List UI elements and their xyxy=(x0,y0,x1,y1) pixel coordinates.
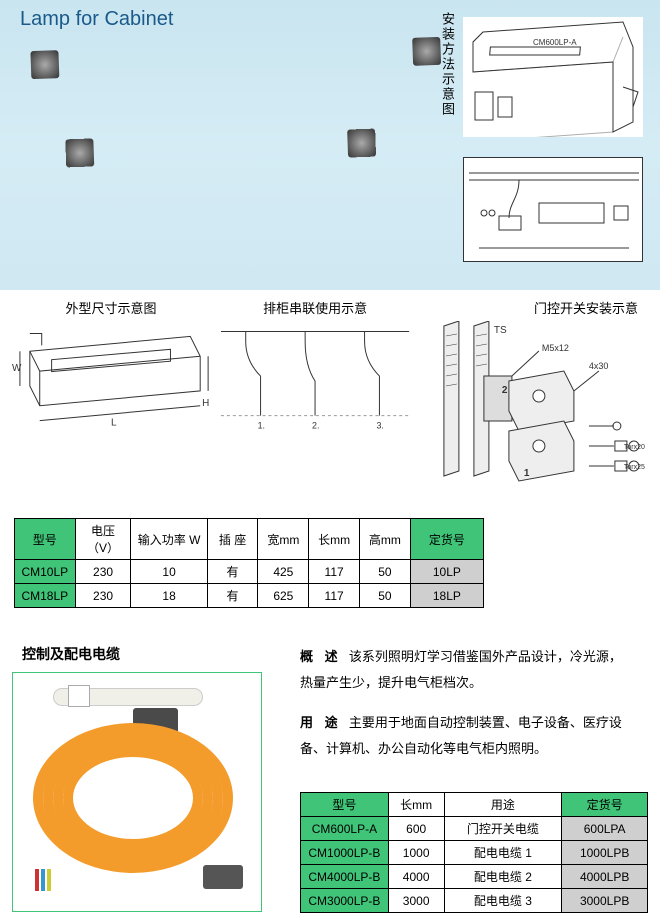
svg-text:2.: 2. xyxy=(312,421,319,431)
cable-section-label: 控制及配电电缆 xyxy=(12,644,282,664)
hero-section: Lamp for Cabinet 安装方法示意图 xyxy=(0,0,660,290)
svg-text:2: 2 xyxy=(502,385,508,396)
chain-diagram-label: 排柜串联使用示意 xyxy=(216,298,414,317)
table-row: CM18LP23018有6251175018LP xyxy=(15,584,484,608)
svg-text:TS: TS xyxy=(494,325,507,336)
table-row: CM1000LP-B1000配电电缆 11000LPB xyxy=(301,841,648,865)
svg-text:CM600LP-A: CM600LP-A xyxy=(533,38,577,47)
install-diagram: 安装方法示意图 CM600LP-A xyxy=(438,12,648,272)
install-iso-svg: CM600LP-A xyxy=(463,17,643,137)
table-row: CM600LP-A600门控开关电缆600LPA xyxy=(301,817,648,841)
page-title: Lamp for Cabinet xyxy=(20,8,173,31)
t1-header: 型号 xyxy=(15,519,76,560)
dim-diagram-label: 外型尺寸示意图 xyxy=(12,298,210,317)
lamp-photo-long xyxy=(35,38,435,118)
mid-diagrams: 外型尺寸示意图 L W H 排柜串联使用示意 xyxy=(0,290,660,512)
svg-text:Torx20: Torx20 xyxy=(624,444,645,451)
svg-text:W: W xyxy=(12,363,22,374)
svg-text:4x30: 4x30 xyxy=(589,361,609,371)
usage-text: 用 途 主要用于地面自动控制装置、电子设备、医疗设 备、计算机、办公自动化等电气… xyxy=(300,710,648,762)
t1-header: 宽mm xyxy=(258,519,309,560)
t1-header: 插 座 xyxy=(207,519,258,560)
svg-text:1.: 1. xyxy=(258,421,265,431)
svg-text:M5x12: M5x12 xyxy=(542,343,569,353)
lamp-photo-short xyxy=(70,130,370,210)
svg-text:Torx25: Torx25 xyxy=(624,464,645,471)
t2-header: 用途 xyxy=(444,793,562,817)
spec-table-cable: 型号长mm用途定货号 CM600LP-A600门控开关电缆600LPACM100… xyxy=(300,792,648,913)
install-label: 安装方法示意图 xyxy=(438,12,457,117)
svg-text:3.: 3. xyxy=(377,421,384,431)
svg-text:L: L xyxy=(111,418,117,429)
t1-header: 定货号 xyxy=(410,519,483,560)
table-row: CM10LP23010有4251175010LP xyxy=(15,560,484,584)
t2-header: 定货号 xyxy=(562,793,648,817)
t1-header: 高mm xyxy=(360,519,411,560)
t2-header: 型号 xyxy=(301,793,389,817)
t1-header: 输入功率 W xyxy=(131,519,207,560)
t1-header: 长mm xyxy=(309,519,360,560)
t1-header: 电压（V） xyxy=(75,519,131,560)
overview-text: 概 述 该系列照明灯学习借鉴国外产品设计，冷光源， 热量产生少，提升电气柜档次。 xyxy=(300,644,648,696)
switch-diagram-label: 门控开关安装示意 xyxy=(420,298,648,317)
dim-diagram: L W H xyxy=(12,321,210,441)
t2-header: 长mm xyxy=(388,793,444,817)
spec-table-main: 型号电压（V）输入功率 W插 座宽mm长mm高mm定货号 CM10LP23010… xyxy=(14,518,484,608)
svg-text:1: 1 xyxy=(524,468,530,479)
svg-text:H: H xyxy=(202,398,209,409)
switch-diagram: TS 2 1 M5x12 4x30 xyxy=(420,321,648,501)
cable-photo xyxy=(12,672,262,912)
table-row: CM4000LP-B4000配电电缆 24000LPB xyxy=(301,865,648,889)
table-row: CM3000LP-B3000配电电缆 33000LPB xyxy=(301,889,648,913)
chain-diagram: 1. 2. 3. xyxy=(216,321,414,441)
install-wiring-svg xyxy=(464,158,644,263)
